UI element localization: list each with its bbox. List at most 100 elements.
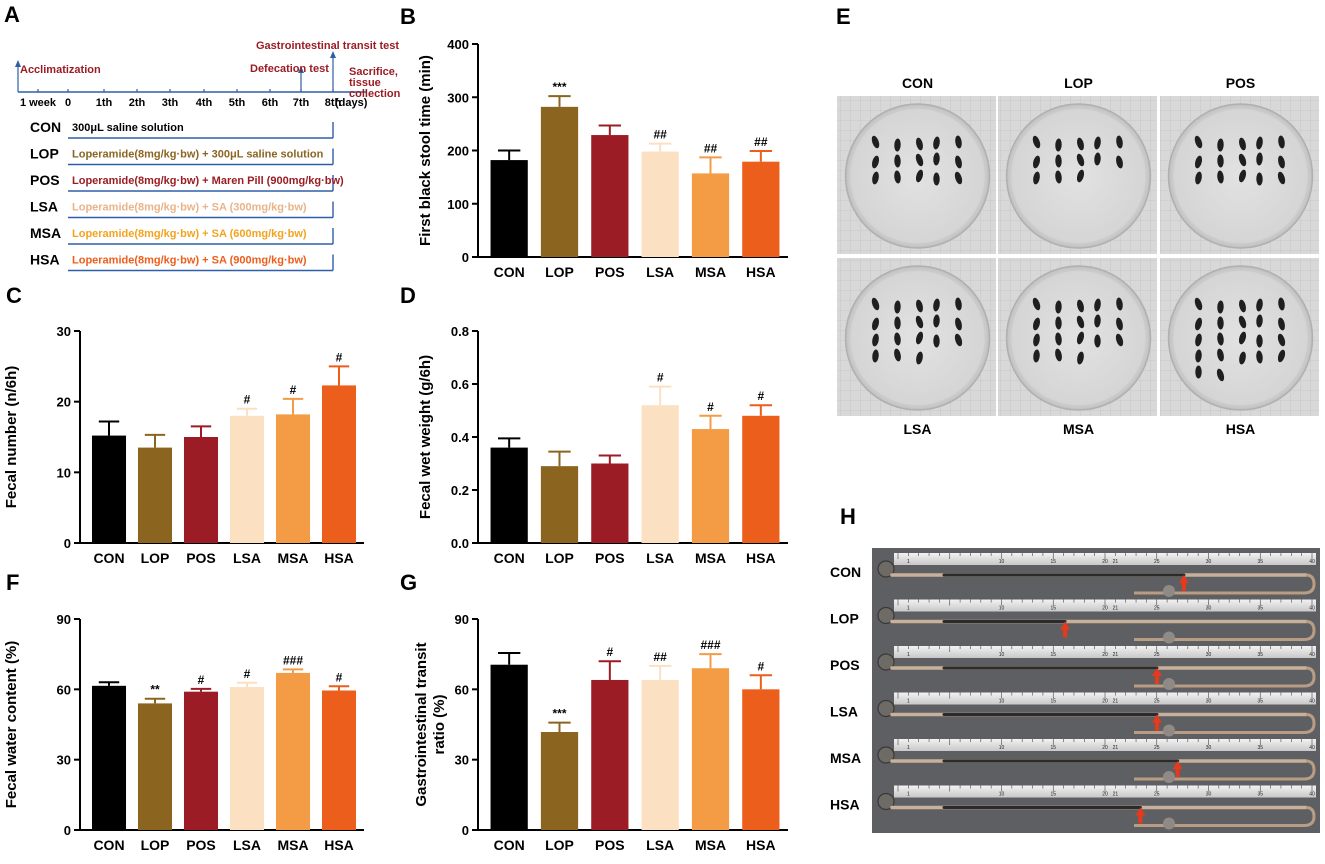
fecal-pellet [1256, 298, 1263, 312]
fecal-pellet [1217, 332, 1224, 346]
y-tick-label: 200 [447, 144, 469, 159]
fecal-pellet [915, 315, 924, 329]
fecal-pellet [1055, 348, 1062, 362]
fecal-pellet [1239, 137, 1246, 151]
group-label-pos: POS [30, 172, 60, 188]
ruler-number: 21 [1113, 606, 1119, 612]
ruler-number: 1 [907, 652, 910, 658]
ruler-number: 40 [1309, 652, 1315, 658]
fecal-pellet [1055, 300, 1062, 314]
bar-msa [691, 429, 730, 543]
bar-lsa [229, 686, 265, 830]
petri-dish-rim [1172, 107, 1309, 245]
panel-a-timeline: A 1 week 0 1th 2th 3th 4th 5th 6th 7th 8th(days) … [4, 2, 401, 272]
y-tick-label: 20 [57, 395, 71, 410]
cecum [1163, 724, 1175, 737]
group-treatment-con: 300μL saline solution [72, 122, 184, 134]
fecal-pellet [1195, 333, 1202, 347]
fecal-pellet [1076, 169, 1085, 183]
fecal-pellet [1194, 317, 1203, 331]
fecal-pellet [1033, 171, 1040, 185]
dish-label-pos: POS [1226, 75, 1256, 91]
bar-lop [137, 703, 173, 830]
fecal-pellet [1277, 333, 1286, 347]
timeline-tick-label: 1th [96, 97, 113, 109]
fecal-pellet [1195, 349, 1202, 363]
y-tick-label: 0 [462, 250, 469, 265]
fecal-pellet [1055, 154, 1062, 168]
y-axis-title: Fecal water content (%) [3, 641, 20, 809]
bar-con [490, 160, 528, 257]
fecal-pellet [1217, 316, 1224, 330]
ruler-number: 21 [1113, 745, 1119, 751]
colon-loop [1134, 759, 1316, 781]
y-axis-title: Fecal number (n/6h) [3, 366, 20, 509]
fecal-pellet [955, 155, 962, 169]
significance-label: ## [754, 135, 768, 149]
ruler-number: 25 [1154, 745, 1160, 751]
fecal-pellet [916, 137, 923, 151]
x-tick-label-lsa: LSA [233, 550, 261, 566]
x-tick-label-hsa: HSA [746, 264, 776, 280]
y-tick-label: 0.0 [451, 536, 469, 551]
collection-label: collection [349, 88, 401, 100]
ruler-number: 10 [999, 792, 1005, 798]
dish-label-con: CON [902, 75, 933, 91]
y-tick-label: 0 [462, 823, 469, 838]
colon-loop [1134, 713, 1316, 734]
bar-hsa [742, 689, 780, 830]
ruler-number: 40 [1309, 792, 1315, 798]
x-tick-label-pos: POS [595, 550, 625, 566]
fecal-pellet [1195, 171, 1202, 185]
transit-arrow-icon [1151, 714, 1162, 731]
chart-g-gi-transit-ratio: G 0 30 60 90 Gastrointestinal transit ratio (%… [400, 570, 788, 853]
x-tick-label-hsa: HSA [746, 550, 776, 566]
x-tick-label-con: CON [494, 550, 525, 566]
fecal-pellet [1055, 316, 1062, 330]
bar-lsa [229, 415, 265, 543]
fecal-pellet [1256, 350, 1263, 364]
y-tick-label: 0.2 [451, 483, 469, 498]
bar-hsa [321, 690, 357, 830]
ruler-number: 21 [1113, 792, 1119, 798]
y-tick-label: 300 [447, 90, 469, 105]
panel-h-intestine-photos: H CON 1 10 15 20 21 25 30 35 40 LOP 1 10 15 20 21 25 30 35… [830, 504, 1320, 833]
chart-d-fecal-wet-weight: D 0.0 0.2 0.4 0.6 0.8 Fecal wet weight (g/6h) C… [400, 283, 788, 566]
y-tick-label: 0.8 [451, 324, 469, 339]
fecal-pellet [1194, 297, 1203, 311]
stomach [877, 653, 895, 671]
ruler-number: 35 [1257, 559, 1263, 565]
bar-msa [275, 414, 311, 543]
bar-lop [137, 447, 173, 543]
petri-dishes: CON LOP POS LSA MSA HSA [837, 75, 1319, 437]
intestine-label-hsa: HSA [830, 797, 860, 813]
ruler-number: 15 [1050, 652, 1056, 658]
fecal-pellet [933, 314, 940, 328]
ruler-number: 35 [1257, 606, 1263, 612]
cecum [1163, 817, 1175, 830]
intestine-label-lsa: LSA [830, 704, 858, 720]
fecal-pellet [1239, 351, 1246, 365]
ruler-number: 21 [1113, 559, 1119, 565]
timeline-tick-label: 2th [129, 97, 146, 109]
ruler-number: 15 [1050, 792, 1056, 798]
significance-label: # [244, 393, 251, 407]
y-tick-label: 100 [447, 197, 469, 212]
fecal-pellet [1055, 170, 1062, 184]
group-treatment-hsa: Loperamide(8mg/kg·bw) + SA (900mg/kg·bw) [72, 255, 307, 267]
fecal-pellet [1077, 351, 1084, 365]
dish-label-lop: LOP [1064, 75, 1093, 91]
y-tick-label: 30 [57, 324, 71, 339]
fecal-pellet [1033, 333, 1040, 347]
x-tick-label-msa: MSA [277, 550, 308, 566]
fecal-pellet [933, 152, 940, 166]
ruler-number: 10 [999, 652, 1005, 658]
acclimatization-label: Acclimatization [20, 64, 101, 76]
ruler-number: 20 [1102, 792, 1108, 798]
bar-con [91, 435, 127, 543]
transit-arrow-icon [1060, 621, 1071, 638]
fecal-pellet [1278, 155, 1285, 169]
x-tick-label-con: CON [93, 550, 124, 566]
panel-letter-h: H [840, 504, 856, 529]
